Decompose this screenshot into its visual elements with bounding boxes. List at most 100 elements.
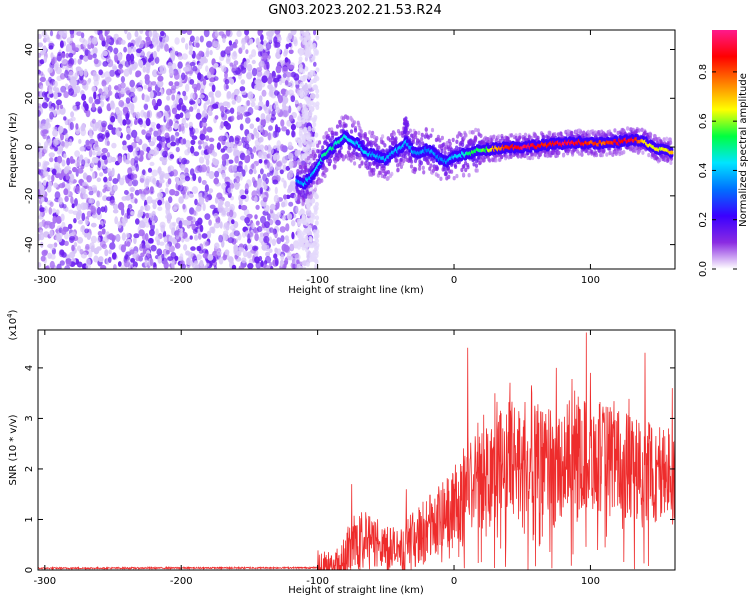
noise-speckle xyxy=(255,37,260,46)
noise-speckle xyxy=(278,36,282,41)
noise-speckle xyxy=(178,97,184,106)
noise-speckle xyxy=(202,58,208,64)
ridge-halo-cell xyxy=(377,145,381,150)
noise-speckle xyxy=(48,152,55,158)
ridge-halo-cell xyxy=(418,166,422,171)
noise-speckle xyxy=(249,38,254,45)
noise-speckle xyxy=(247,238,251,244)
noise-speckle xyxy=(200,164,208,173)
noise-speckle xyxy=(225,30,231,37)
noise-speckle xyxy=(207,254,214,261)
noise-speckle xyxy=(129,186,135,193)
noise-speckle xyxy=(255,117,260,122)
noise-speckle xyxy=(281,66,289,74)
noise-speckle xyxy=(77,219,83,225)
noise-speckle xyxy=(176,94,181,100)
noise-speckle xyxy=(43,34,50,41)
noise-speckle xyxy=(114,234,121,242)
noise-speckle xyxy=(230,257,234,265)
noise-speckle xyxy=(251,59,256,65)
noise-speckle xyxy=(38,262,42,268)
noise-speckle xyxy=(259,232,264,237)
noise-speckle xyxy=(150,121,156,127)
noise-speckle xyxy=(168,235,173,243)
noise-speckle xyxy=(188,49,194,56)
noise-speckle xyxy=(63,153,67,159)
ridge-halo-cell xyxy=(455,139,459,144)
noise-speckle xyxy=(168,196,173,204)
ridge-halo-cell xyxy=(372,171,376,176)
noise-speckle xyxy=(265,42,272,50)
noise-speckle xyxy=(305,32,310,38)
noise-speckle xyxy=(270,266,274,269)
noise-speckle xyxy=(160,30,165,37)
noise-speckle xyxy=(288,42,292,48)
noise-speckle xyxy=(186,30,192,36)
noise-speckle xyxy=(268,248,273,253)
noise-speckle xyxy=(255,220,260,226)
noise-speckle xyxy=(251,163,255,170)
ridge-halo-cell xyxy=(402,158,406,163)
ridge-halo-cell xyxy=(579,130,583,135)
noise-speckle xyxy=(68,57,75,66)
noise-speckle xyxy=(81,212,86,222)
noise-speckle xyxy=(41,102,49,109)
noise-speckle xyxy=(285,71,292,78)
ridge-halo-cell xyxy=(418,140,422,145)
ridge-halo-cell xyxy=(371,130,375,136)
ridge-halo-cell xyxy=(541,135,545,140)
noise-speckle xyxy=(151,136,157,144)
noise-speckle xyxy=(93,247,100,255)
noise-speckle xyxy=(50,52,54,59)
noise-speckle xyxy=(262,52,269,60)
noise-speckle xyxy=(198,196,205,205)
noise-speckle xyxy=(126,127,132,133)
noise-speckle xyxy=(255,261,262,269)
noise-speckle xyxy=(240,66,247,74)
noise-speckle xyxy=(157,192,163,199)
noise-speckle xyxy=(70,111,75,118)
noise-speckle xyxy=(224,201,231,208)
noise-speckle xyxy=(87,37,92,45)
noise-speckle xyxy=(157,199,163,206)
noise-speckle xyxy=(309,218,314,224)
noise-speckle xyxy=(64,240,69,246)
ridge-halo-cell xyxy=(647,152,651,158)
noise-speckle xyxy=(157,128,162,136)
noise-speckle xyxy=(39,123,46,129)
noise-speckle xyxy=(214,90,222,98)
noise-speckle xyxy=(148,30,153,38)
noise-speckle xyxy=(139,79,143,86)
noise-speckle xyxy=(182,194,189,200)
noise-speckle xyxy=(56,235,63,243)
noise-speckle xyxy=(197,62,203,70)
noise-speckle xyxy=(79,68,84,77)
noise-speckle xyxy=(290,123,296,131)
noise-speckle xyxy=(253,181,258,188)
noise-speckle xyxy=(166,216,171,224)
noise-speckle xyxy=(137,40,144,49)
noise-speckle xyxy=(297,116,302,122)
noise-speckle xyxy=(86,141,93,150)
noise-speckle xyxy=(94,146,101,152)
noise-speckle xyxy=(38,42,44,48)
noise-speckle xyxy=(79,54,84,60)
noise-speckle xyxy=(82,56,89,61)
noise-speckle xyxy=(315,238,319,244)
noise-speckle xyxy=(125,195,131,201)
noise-speckle xyxy=(233,88,240,96)
noise-speckle xyxy=(283,198,288,207)
noise-speckle xyxy=(139,30,144,34)
noise-speckle xyxy=(58,145,64,153)
noise-speckle xyxy=(282,263,287,269)
noise-speckle xyxy=(263,204,270,212)
noise-speckle xyxy=(280,119,285,127)
noise-speckle xyxy=(103,176,108,183)
noise-speckle xyxy=(288,201,294,207)
noise-speckle xyxy=(56,155,63,164)
ridge-halo-cell xyxy=(435,164,439,170)
ridge-halo-cell xyxy=(322,135,326,140)
noise-speckle xyxy=(208,137,215,142)
noise-speckle xyxy=(43,145,48,154)
ridge-halo-cell xyxy=(669,160,673,165)
